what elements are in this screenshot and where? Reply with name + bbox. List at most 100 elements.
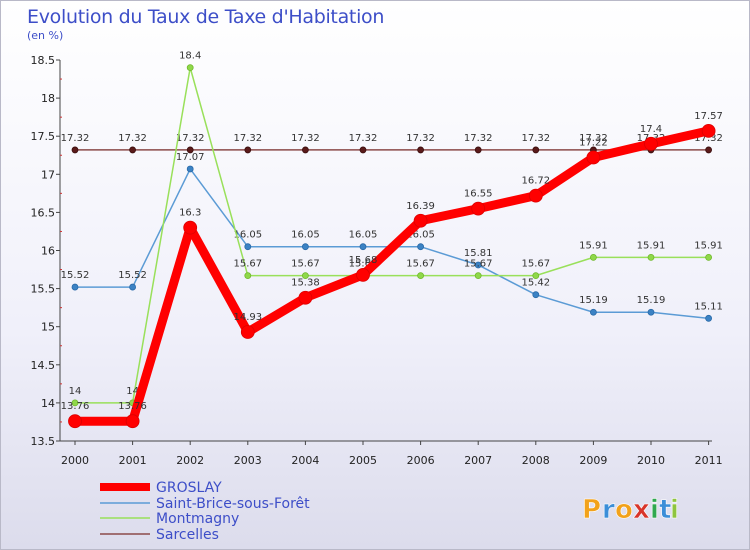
data-label: 15.67 [464,259,493,270]
x-tick-label: 2009 [579,454,607,467]
data-label: 17.32 [61,133,90,144]
data-label: 15.19 [637,295,666,306]
data-point [129,283,137,291]
data-point [71,283,79,291]
y-tick-label: 17 [41,168,55,181]
data-label: 15.19 [579,295,608,306]
data-point [590,253,597,261]
data-label: 16.72 [521,176,550,187]
data-label: 17.32 [694,133,723,144]
y-tick-label: 14 [41,397,55,410]
data-point [356,267,370,282]
x-tick-label: 2003 [234,454,262,467]
data-point [125,414,140,429]
data-point [586,150,601,165]
data-point [471,201,486,216]
x-tick-label: 2006 [407,454,435,467]
data-point [528,188,543,203]
data-point [701,123,716,138]
data-point [417,243,425,251]
chart-subtitle: (en %) [27,29,64,42]
logo-letter: x [633,495,650,525]
data-label: 16.55 [464,189,493,200]
logo-letter: r [602,495,615,525]
series-groslay: 13.76 13.7616.314.9315.3815.6816.3916.551… [61,111,723,429]
data-point [359,243,367,251]
data-label: 16.05 [349,230,378,241]
data-label: 16.3 [179,208,201,219]
data-point [186,165,194,173]
data-point [532,291,540,299]
data-point [71,146,79,154]
data-label: 17.32 [406,133,435,144]
y-tick-label: 15.5 [31,283,56,296]
data-point [186,64,194,72]
x-tick-label: 2005 [349,454,377,467]
data-label: 15.81 [464,248,493,259]
data-label: 15.67 [291,259,320,270]
data-point [186,146,194,154]
data-label: 17.22 [579,138,608,149]
data-label: 14.93 [233,312,262,323]
y-tick-label: 14.5 [31,359,56,372]
data-point [532,272,540,280]
data-label: 17.32 [118,133,147,144]
data-label: 15.52 [118,270,147,281]
data-point [647,253,655,261]
data-point [244,243,252,251]
y-tick-label: 15 [41,321,55,334]
data-label: 15.91 [694,240,723,251]
data-label: 15.67 [521,259,550,270]
axes: 13.5 14 14.5 15 15.5 16 16.5 17 17.5 18 18.5 2000 20… [31,54,723,467]
data-label: 15.38 [291,278,320,289]
logo-letter: P [582,495,601,525]
data-point [644,136,658,151]
data-label: 15.91 [637,240,666,251]
data-point [240,325,255,339]
data-label: 14 [126,386,139,397]
data-label: 15.11 [694,301,723,312]
data-label: 17.4 [640,124,662,135]
legend-item: Montmagny [100,511,239,527]
y-tick-label: 18.5 [31,54,56,67]
data-point [301,146,309,154]
data-label: 15.42 [521,278,550,289]
data-point [71,399,79,407]
data-label: 15.68 [349,255,378,266]
data-label: 16.05 [291,230,320,241]
logo-letter: i [650,495,659,525]
data-point [359,146,367,154]
logo-letter: o [615,495,633,525]
data-label: 15.52 [61,270,90,281]
x-tick-label: 2002 [176,454,204,467]
logo-letter: i [670,495,679,525]
x-tick-label: 2000 [61,454,89,467]
legend-item: GROSLAY [100,480,222,496]
data-label: 17.32 [579,133,608,144]
data-label: 13.76 [61,401,90,412]
data-point [590,308,597,316]
x-tick-label: 2004 [291,454,319,467]
data-point [298,290,313,305]
chart-title: Evolution du Taux de Taxe d'Habitation [27,6,385,28]
legend-label: GROSLAY [156,480,222,496]
data-point [705,314,712,322]
data-label: 15.67 [233,259,262,270]
data-label: 17.32 [349,133,378,144]
data-label: 13.76 [118,401,147,412]
series-saint-brice-sous-for-t: 15.52 15.52 17.07 16.05 16.05 16.05 16.05 15.81… [61,152,723,322]
legend-item: Saint-Brice-sous-Forêt [100,496,310,512]
data-point [705,253,712,261]
data-point [647,308,655,316]
legend-item: Sarcelles [100,527,219,543]
x-tick-label: 2008 [522,454,550,467]
y-tick-label: 17.5 [31,130,56,143]
legend-label: Montmagny [156,511,239,527]
data-point [413,213,428,228]
data-label: 17.57 [694,111,723,122]
data-label: 15.67 [406,259,435,270]
y-tick-label: 16 [41,245,55,258]
